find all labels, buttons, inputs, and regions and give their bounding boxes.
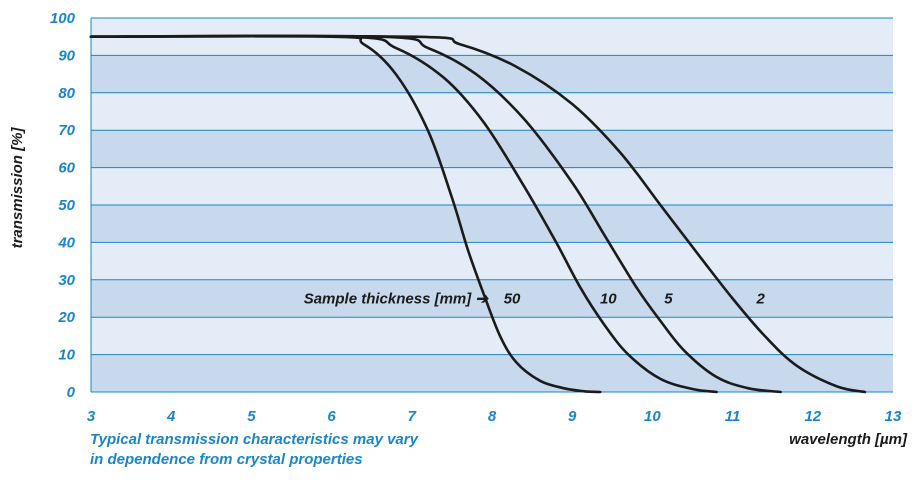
x-tick-10: 10 <box>644 408 661 425</box>
y-tick-80: 80 <box>58 85 75 102</box>
series-label-2: 2 <box>755 291 765 308</box>
series-labels: Sample thickness [mm] ➔ 50 10 5 2 <box>304 291 766 308</box>
series-lines <box>89 34 867 394</box>
series-line-5mm <box>89 34 782 394</box>
band-0-10 <box>91 354 893 392</box>
footnote: Typical transmission characteristics may… <box>90 430 418 470</box>
x-tick-11: 11 <box>725 408 741 425</box>
x-tick-8: 8 <box>488 408 497 425</box>
y-tick-30: 30 <box>58 272 75 289</box>
series-line-10mm <box>89 34 718 394</box>
band-50-60 <box>91 167 893 205</box>
band-70-80 <box>91 92 893 131</box>
y-tick-20: 20 <box>57 309 75 326</box>
x-tick-9: 9 <box>568 408 577 425</box>
series-line-2mm <box>89 34 867 394</box>
y-tick-10: 10 <box>58 347 75 364</box>
x-tick-7: 7 <box>408 408 417 425</box>
y-tick-90: 90 <box>58 47 75 64</box>
band-30-40 <box>91 242 893 280</box>
legend-title: Sample thickness [mm] ➔ <box>304 291 490 308</box>
y-tick-100: 100 <box>50 10 76 27</box>
series-label-5: 5 <box>664 291 673 308</box>
series-label-10: 10 <box>600 291 617 308</box>
tick-labels: 0 10 20 30 40 50 60 70 80 90 100 3 4 5 6 7 8 9 10 11 12 13 <box>50 10 902 425</box>
footnote-line-1: Typical transmission characteristics may… <box>90 431 418 448</box>
y-axis-label: transmission [%] <box>9 127 26 249</box>
x-tick-6: 6 <box>327 408 336 425</box>
series-label-50: 50 <box>504 291 521 308</box>
y-tick-40: 40 <box>57 234 75 251</box>
y-tick-60: 60 <box>58 160 75 177</box>
x-tick-4: 4 <box>166 408 176 425</box>
x-tick-13: 13 <box>885 408 902 425</box>
x-tick-5: 5 <box>247 408 256 425</box>
y-tick-0: 0 <box>67 384 76 401</box>
y-tick-70: 70 <box>58 122 75 139</box>
x-axis-label: wavelength [µm] <box>789 431 908 448</box>
band-40-50 <box>91 205 893 243</box>
band-10-20 <box>91 317 893 355</box>
x-tick-12: 12 <box>804 408 821 425</box>
x-tick-3: 3 <box>87 408 96 425</box>
band-20-30 <box>91 279 893 318</box>
y-tick-50: 50 <box>58 197 75 214</box>
footnote-line-2: in dependence from crystal properties <box>90 451 363 468</box>
plot-background <box>91 18 893 392</box>
